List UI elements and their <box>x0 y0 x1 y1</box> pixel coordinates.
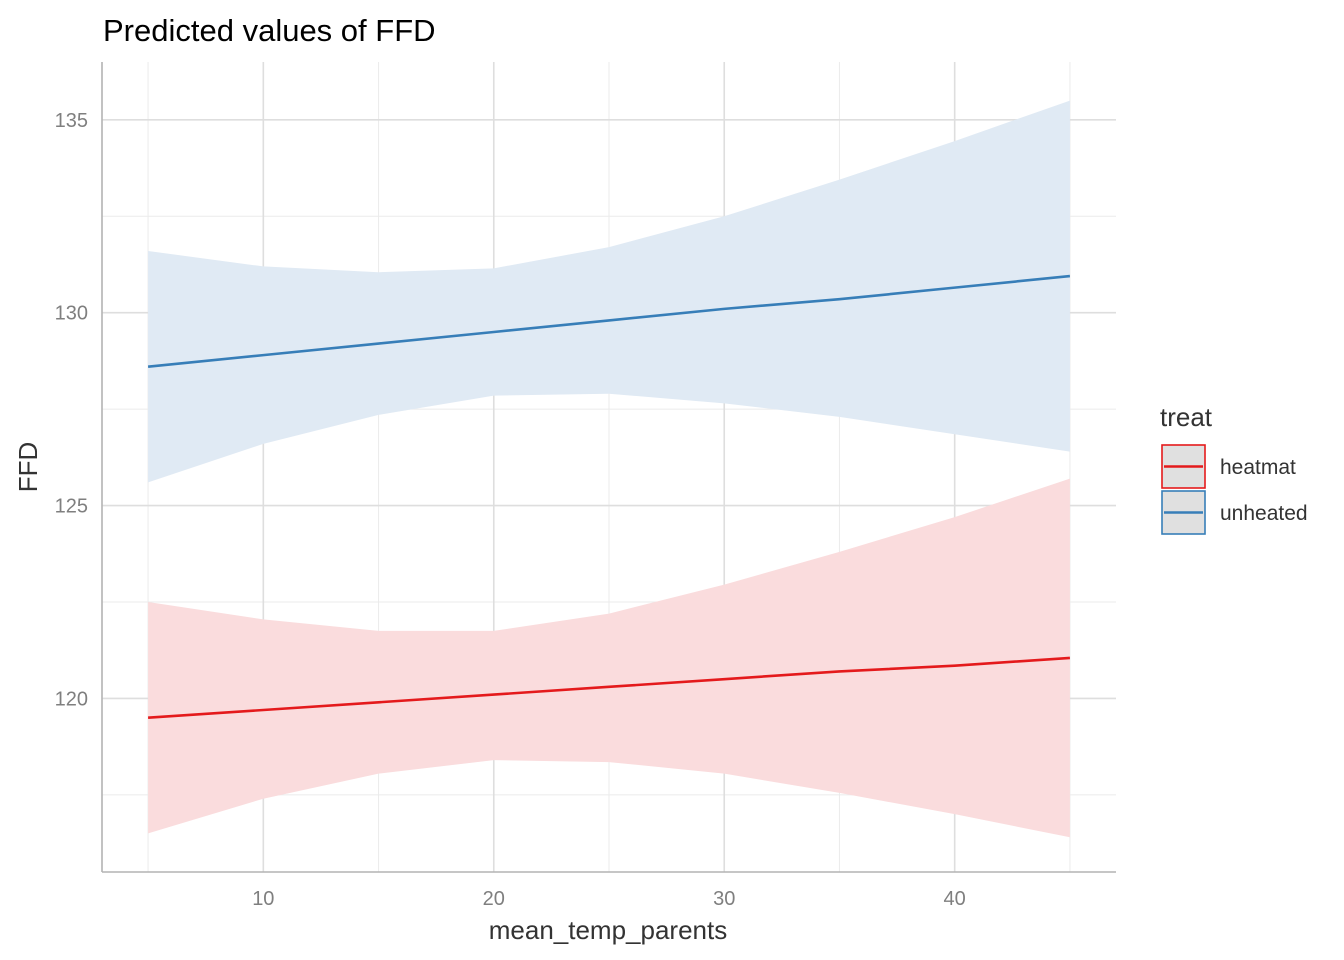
y-tick-label: 125 <box>55 496 88 518</box>
ribbon-heatmat <box>148 478 1070 838</box>
line-heatmat <box>148 656 1070 720</box>
x-axis-title: mean_temp_parents <box>489 915 727 945</box>
legend-label-unheated: unheated <box>1220 502 1308 525</box>
x-tick-labels: 10 20 30 40 <box>252 888 966 910</box>
x-tick-label: 30 <box>713 888 735 910</box>
line-unheated <box>147 274 1071 369</box>
x-tick-label: 40 <box>944 888 966 910</box>
ribbon-unheated <box>148 100 1070 483</box>
legend-item-unheated: unheated <box>1161 490 1308 535</box>
axes <box>101 62 1116 873</box>
y-tick-label: 135 <box>55 110 88 132</box>
y-axis-title: FFD <box>13 442 43 493</box>
legend-item-heatmat: heatmat <box>1161 444 1296 489</box>
x-tick-label: 10 <box>252 888 274 910</box>
y-tick-labels: 120 125 130 135 <box>55 110 88 711</box>
legend-title: treat <box>1160 402 1213 432</box>
legend-label-heatmat: heatmat <box>1220 456 1296 479</box>
confidence-ribbons <box>148 100 1070 838</box>
prediction-lines <box>147 274 1071 720</box>
chart-title: Predicted values of FFD <box>103 13 436 48</box>
y-tick-label: 130 <box>55 303 88 325</box>
y-tick-label: 120 <box>55 688 88 710</box>
x-tick-label: 20 <box>483 888 505 910</box>
legend: treat heatmat unheated <box>1160 402 1308 535</box>
